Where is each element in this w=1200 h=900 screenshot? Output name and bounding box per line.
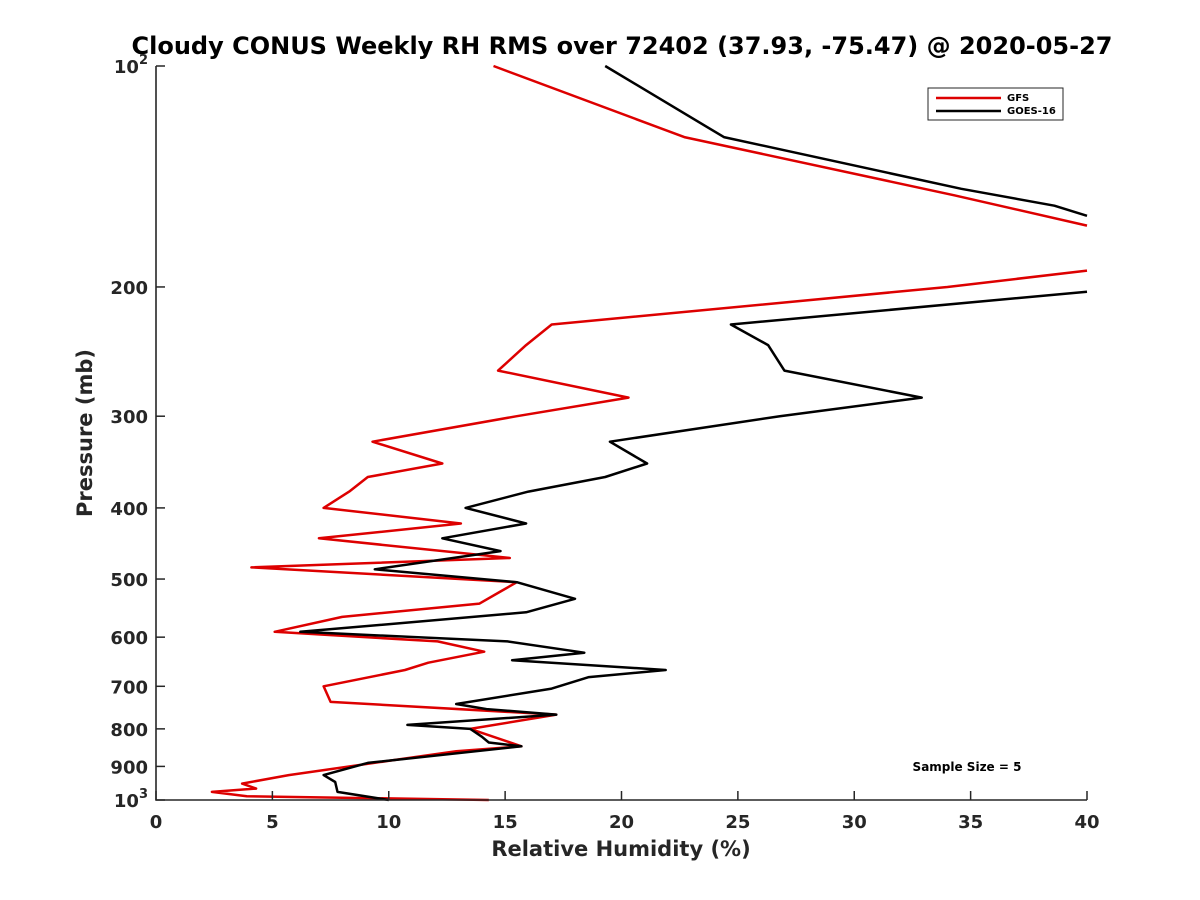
y-tick-label: 103 <box>114 787 148 812</box>
y-tick-label: 200 <box>110 278 148 299</box>
y-tick-label: 700 <box>110 677 148 698</box>
y-axis-label: Pressure (mb) <box>73 349 97 517</box>
y-tick-label: 800 <box>110 720 148 741</box>
legend-box <box>927 87 1064 121</box>
y-tick-label: 300 <box>110 407 148 428</box>
x-tick-label: 5 <box>266 812 279 833</box>
y-axis: 102 200 300 400 500 600 700 800 900 103 <box>110 53 165 812</box>
chart-title: Cloudy CONUS Weekly RH RMS over 72402 (3… <box>132 32 1113 60</box>
y-tick-label: 600 <box>110 628 148 649</box>
y-tick-label: 900 <box>110 757 148 778</box>
x-tick-label: 40 <box>1074 812 1099 833</box>
y-tick-label: 500 <box>110 570 148 591</box>
legend-label-gfs: GFS <box>1007 93 1029 104</box>
x-axis: 0 5 10 15 20 25 30 35 40 <box>150 791 1100 833</box>
x-tick-label: 30 <box>842 812 867 833</box>
axes-frame <box>155 66 1087 801</box>
series-line-gfs <box>210 64 1088 802</box>
x-tick-label: 10 <box>376 812 401 833</box>
x-tick-label: 25 <box>725 812 750 833</box>
series-layer <box>210 64 1088 802</box>
x-tick-label: 35 <box>958 812 983 833</box>
x-tick-label: 20 <box>609 812 634 833</box>
y-tick-label: 102 <box>114 53 148 78</box>
series-line-goes16 <box>299 64 1088 802</box>
legend: GFS GOES-16 <box>927 87 1064 121</box>
y-tick-label: 400 <box>110 499 148 520</box>
x-axis-label: Relative Humidity (%) <box>491 837 750 861</box>
x-tick-label: 15 <box>493 812 518 833</box>
legend-label-goes16: GOES-16 <box>1007 106 1056 117</box>
sample-size-annotation: Sample Size = 5 <box>913 760 1022 774</box>
x-tick-label: 0 <box>150 812 163 833</box>
